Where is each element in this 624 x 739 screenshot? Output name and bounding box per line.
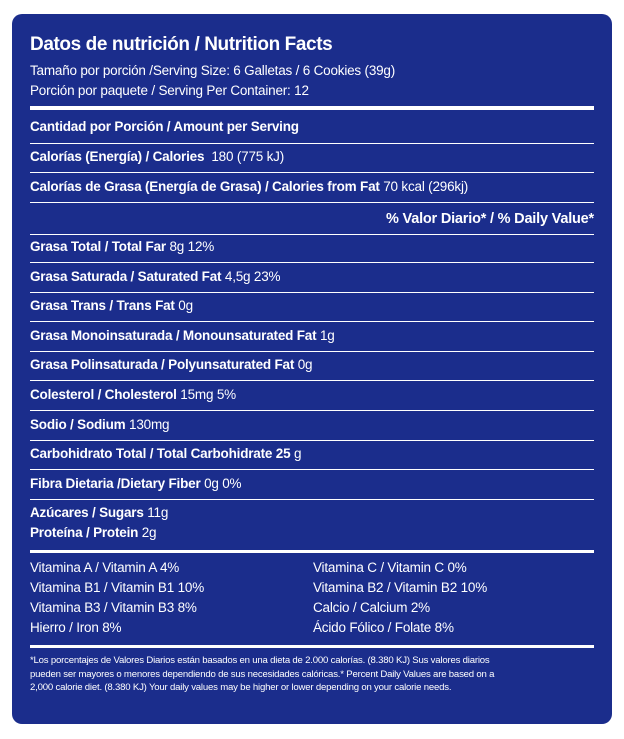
amount-per-serving: Cantidad por Porción / Amount per Servin… — [30, 119, 299, 134]
divider — [30, 262, 594, 263]
vitamin: Vitamina B3 / Vitamin B3 8% — [30, 600, 197, 615]
vitamin: Calcio / Calcium 2% — [313, 600, 430, 615]
value: 0g — [178, 298, 193, 314]
nutrient-row: Sodio / Sodium 130mg — [30, 416, 169, 434]
label: Fibra Dietaria /Dietary Fiber — [30, 475, 201, 491]
divider — [30, 410, 594, 411]
calories: Calorías (Energía) / Calories 180 (775 k… — [30, 148, 284, 166]
value: 11g — [147, 505, 169, 521]
label: Calorías (Energía) / Calories — [30, 149, 205, 164]
calories-from-fat: Calorías de Grasa (Energía de Grasa) / C… — [30, 178, 468, 196]
value: 0g 0% — [204, 475, 242, 491]
value: 70 kcal (296kj) — [383, 179, 469, 194]
label: Sodio / Sodium — [30, 416, 126, 432]
value: g — [293, 446, 302, 462]
nutrient-row: Carbohidrato Total / Total Carbohidrate … — [30, 445, 301, 463]
label: Azúcares / Sugars — [30, 505, 144, 521]
vitamin: Vitamina B1 / Vitamin B1 10% — [30, 580, 205, 595]
value: 8g 12% — [169, 239, 215, 254]
vitamin: Vitamina C / Vitamin C 0% — [313, 560, 467, 575]
nutrient-row: Grasa Trans / Trans Fat 0g — [30, 297, 193, 315]
footnote-line: pueden ser mayores o menores dependiendo… — [30, 668, 495, 680]
divider — [30, 350, 594, 352]
nutrient-row: Proteína / Protein 2g — [30, 524, 157, 542]
vitamin: Hierro / Iron 8% — [30, 620, 122, 635]
value: 4,5g 23% — [224, 268, 281, 284]
nutrient-row: Grasa Total / Total Far 8g 12% — [30, 238, 214, 256]
label: Colesterol / Cholesterol — [30, 387, 177, 402]
divider — [30, 172, 594, 173]
footnote-line: 2,000 calorie diet. (8.380 KJ) Your dail… — [30, 682, 452, 693]
nutrient-row: Grasa Saturada / Saturated Fat 4,5g 23% — [30, 268, 281, 286]
label: Proteína / Protein — [30, 525, 139, 541]
divider — [30, 321, 594, 323]
value: 2g — [141, 525, 157, 541]
vitamin: Ácido Fólico / Folate 8% — [313, 620, 454, 635]
nutrition-panel: Datos de nutrición / Nutrition Facts Tam… — [12, 14, 612, 724]
label: Calorías de Grasa (Energía de Grasa) / C… — [30, 179, 380, 194]
label: Grasa Trans / Trans Fat — [30, 298, 175, 314]
divider — [30, 380, 594, 382]
value: 180 (775 kJ) — [211, 149, 285, 164]
divider — [30, 498, 594, 500]
vitamin: Vitamina A / Vitamin A 4% — [30, 560, 180, 575]
divider — [30, 106, 594, 110]
value: 130mg — [129, 416, 170, 432]
nutrient-row: Colesterol / Cholesterol 15mg 5% — [30, 386, 236, 404]
divider — [30, 234, 594, 235]
divider — [30, 291, 594, 293]
label: Grasa Monoinsaturada / Monounsaturated F… — [30, 327, 317, 343]
divider — [30, 143, 594, 144]
servings-per-container: Porción por paquete / Serving Per Contai… — [30, 83, 309, 98]
nutrient-row: Grasa Monoinsaturada / Monounsaturated F… — [30, 327, 335, 345]
divider — [30, 469, 594, 471]
divider — [30, 202, 594, 203]
vitamin: Vitamina B2 / Vitamin B2 10% — [313, 580, 488, 595]
label: Grasa Total / Total Far — [30, 239, 166, 254]
value: 15mg 5% — [180, 387, 236, 402]
label: Grasa Saturada / Saturated Fat — [30, 268, 222, 284]
serving-size: Tamaño por porción /Serving Size: 6 Gall… — [30, 63, 396, 78]
nutrient-row: Fibra Dietaria /Dietary Fiber 0g 0% — [30, 475, 242, 493]
title: Datos de nutrición / Nutrition Facts — [30, 34, 333, 55]
nutrient-row: Grasa Polinsaturada / Polyunsaturated Fa… — [30, 356, 313, 374]
nutrient-row: Azúcares / Sugars 11g — [30, 504, 168, 522]
divider — [30, 550, 594, 553]
footnote-line: *Los porcentajes de Valores Diarios está… — [30, 655, 490, 666]
value: 0g — [297, 357, 313, 373]
divider — [30, 645, 594, 648]
divider — [30, 439, 594, 441]
daily-value-header: % Valor Diario* / % Daily Value* — [386, 211, 594, 227]
label: Carbohidrato Total / Total Carbohidrate … — [30, 446, 291, 462]
label: Grasa Polinsaturada / Polyunsaturated Fa… — [30, 357, 295, 373]
value: 1g — [319, 327, 335, 343]
